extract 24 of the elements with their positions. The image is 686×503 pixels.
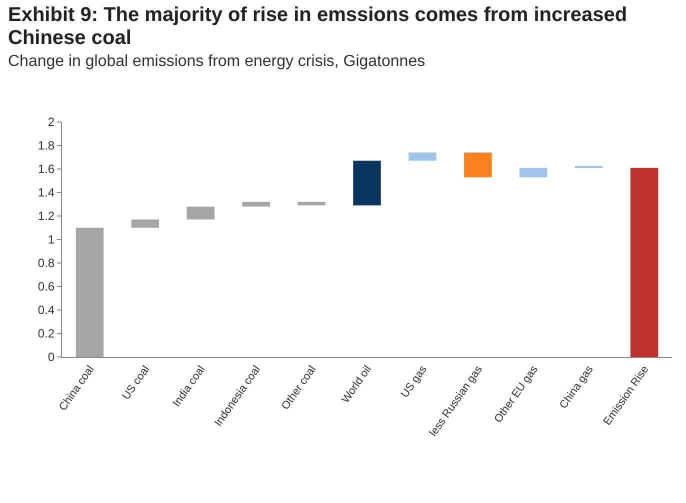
bar bbox=[298, 202, 326, 206]
bar bbox=[520, 168, 548, 178]
y-tick-label: 1.8 bbox=[38, 138, 55, 153]
bar bbox=[630, 168, 658, 357]
bar bbox=[76, 228, 104, 357]
y-tick-label: 0.8 bbox=[38, 256, 55, 270]
y-tick-label: 1.2 bbox=[38, 209, 55, 224]
y-tick-label: 0.4 bbox=[38, 303, 55, 318]
y-tick-label: 1.4 bbox=[38, 186, 55, 200]
y-tick-label: 0.2 bbox=[38, 326, 55, 341]
y-tick-label: 0 bbox=[48, 350, 55, 364]
bar bbox=[353, 160, 381, 206]
x-tick-label: US gas bbox=[398, 363, 430, 400]
y-tick-label: 1 bbox=[48, 232, 55, 247]
bar bbox=[131, 220, 160, 228]
bar bbox=[186, 206, 214, 220]
y-tick-label: 2 bbox=[48, 115, 55, 130]
chart-title: Exhibit 9: The majority of rise in emssions comes from increased Chinese coal bbox=[8, 4, 628, 50]
bar bbox=[408, 152, 436, 161]
chart-subtitle: Change in global emissions from energy crisis, Gigatonnes bbox=[8, 53, 426, 71]
y-tick-label: 1.6 bbox=[38, 162, 55, 176]
bar bbox=[464, 152, 492, 178]
bar bbox=[242, 202, 270, 207]
y-tick-label: 0.6 bbox=[38, 280, 55, 294]
